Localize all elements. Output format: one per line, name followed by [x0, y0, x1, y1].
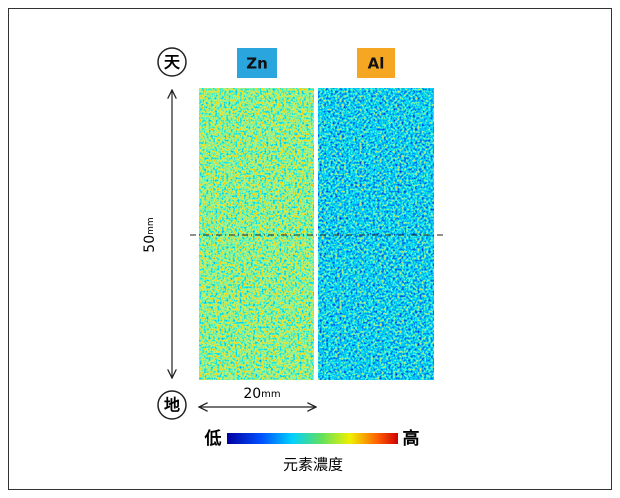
colorbar-low: 低	[204, 428, 222, 449]
al-map	[318, 88, 434, 380]
width-unit: mm	[261, 389, 280, 400]
al-label: Al	[368, 55, 385, 73]
width-value: 20	[243, 386, 261, 402]
height-unit: mm	[146, 217, 156, 235]
colorbar-high: 高	[403, 428, 420, 449]
top-label: 天	[164, 53, 181, 72]
figure: 天 Zn Al 50mm 地 20mm 低 高 元素濃度	[0, 0, 620, 498]
zn-map	[199, 88, 314, 380]
height-dimension: 50mm	[142, 217, 158, 252]
bottom-label: 地	[164, 396, 180, 415]
width-dimension: 20mm	[243, 386, 280, 402]
height-value: 50	[142, 235, 158, 253]
colorbar	[227, 433, 398, 444]
colorbar-title: 元素濃度	[283, 456, 343, 474]
zn-label: Zn	[246, 55, 268, 73]
